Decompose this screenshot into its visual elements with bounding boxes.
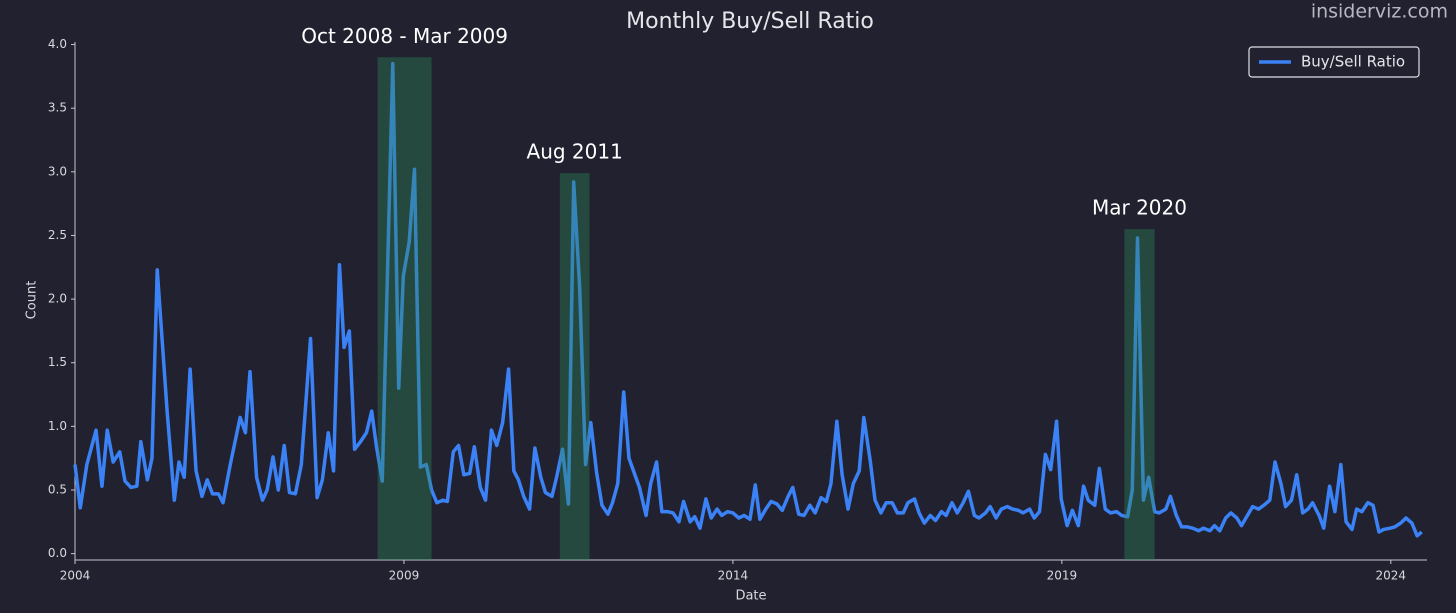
x-tick-label: 2024 [1376, 569, 1407, 583]
annotation-label: Oct 2008 - Mar 2009 [301, 24, 508, 48]
y-axis-label: Count [25, 281, 40, 320]
y-tick-label: 2.0 [48, 292, 67, 306]
x-tick-label: 2009 [389, 569, 420, 583]
legend-label: Buy/Sell Ratio [1301, 53, 1405, 71]
x-axis-label: Date [735, 589, 766, 604]
y-tick-label: 1.0 [48, 419, 67, 433]
data-line [73, 61, 1423, 538]
annotation-label: Mar 2020 [1092, 196, 1187, 220]
legend-box [1248, 46, 1420, 78]
chart-title: Monthly Buy/Sell Ratio [626, 9, 874, 34]
y-tick-label: 1.5 [48, 355, 67, 369]
watermark: insiderviz.com [1311, 1, 1448, 23]
legend: Buy/Sell Ratio [1248, 46, 1420, 78]
y-tick-label: 0.5 [48, 483, 67, 497]
x-tick-label: 2019 [1047, 569, 1078, 583]
y-tick-label: 3.0 [48, 164, 67, 178]
highlight-band [377, 57, 432, 560]
y-tick-label: 0.0 [48, 546, 67, 560]
annotation-label: Aug 2011 [527, 140, 623, 164]
highlight-band [559, 173, 590, 560]
y-tick-label: 2.5 [48, 228, 67, 242]
x-tick-label: 2004 [60, 569, 91, 583]
y-tick-label: 4.0 [48, 37, 67, 51]
x-tick-label: 2014 [718, 569, 749, 583]
y-tick-label: 3.5 [48, 101, 67, 115]
highlight-band [1124, 229, 1155, 560]
